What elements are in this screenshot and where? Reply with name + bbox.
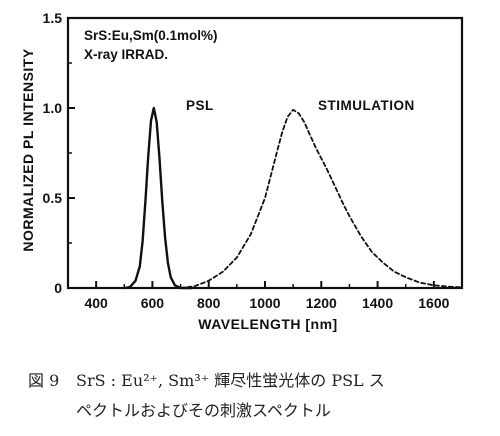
figure-caption: 図 9 SrS : Eu²⁺, Sm³⁺ 輝尽性蛍光体の PSL ス ペクトルおよ… <box>28 366 488 426</box>
x-axis-title: WAVELENGTH [nm] <box>198 316 337 332</box>
caption-text-1: SrS : Eu²⁺, Sm³⁺ 輝尽性蛍光体の PSL ス <box>76 371 385 390</box>
tick-labels: 400 600 800 1000 1200 1400 1600 0 0.5 1.0 1.5 <box>43 10 450 311</box>
x-tick-label: 1200 <box>306 295 337 311</box>
axis-ticks <box>67 17 463 289</box>
y-axis-title: NORMALIZED PL INTENSITY <box>20 48 36 252</box>
inset-text-line-2: X-ray IRRAD. <box>84 47 168 62</box>
x-tick-label: 1000 <box>249 295 280 311</box>
x-tick-label: 1400 <box>362 295 393 311</box>
x-tick-label: 800 <box>197 295 221 311</box>
y-tick-label: 0.5 <box>43 190 63 206</box>
x-tick-label: 400 <box>84 295 108 311</box>
series-layer <box>123 106 463 290</box>
x-tick-label: 1600 <box>418 295 449 311</box>
caption-text-2: ペクトルおよびその刺激スペクトル <box>76 401 331 420</box>
series-label-stimulation: STIMULATION <box>318 98 415 113</box>
series-line-psl <box>123 106 193 290</box>
inset-text-line-1: SrS:Eu,Sm(0.1mol%) <box>84 28 218 43</box>
caption-line-2: ペクトルおよびその刺激スペクトル <box>28 396 488 426</box>
y-tick-label: 1.0 <box>43 100 63 116</box>
series-label-psl: PSL <box>186 98 214 113</box>
figure-number: 図 9 <box>28 371 60 390</box>
y-tick-label: 1.5 <box>43 10 63 26</box>
series-line-stimulation <box>179 108 463 289</box>
y-tick-label: 0 <box>54 280 62 296</box>
caption-line-1: 図 9 SrS : Eu²⁺, Sm³⁺ 輝尽性蛍光体の PSL ス <box>28 366 488 396</box>
x-tick-label: 600 <box>141 295 165 311</box>
chart: 400 600 800 1000 1200 1400 1600 0 0.5 1.0 1.5 SrS:… <box>20 10 464 332</box>
